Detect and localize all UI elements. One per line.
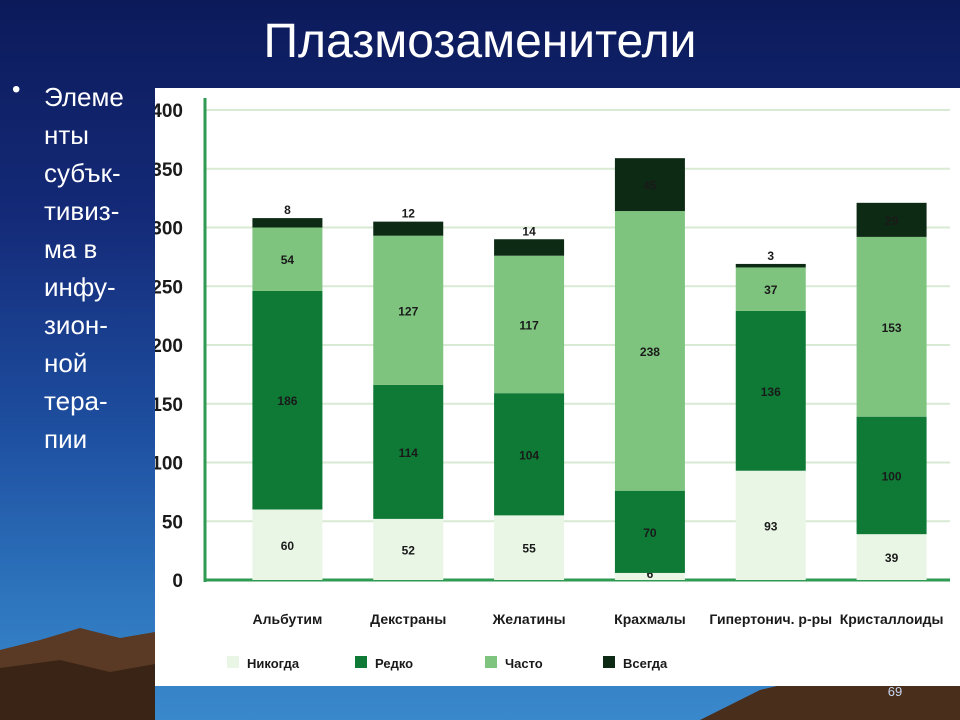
data-label: 93 (764, 519, 778, 533)
bar-segment (494, 239, 565, 256)
data-label: 100 (882, 469, 902, 483)
bar-segment (252, 290, 323, 510)
bar-segment (614, 158, 685, 212)
data-label: 52 (402, 543, 416, 557)
legend-label: Редко (375, 656, 413, 671)
bar-segment (735, 263, 806, 268)
bar-segment (856, 416, 927, 535)
bar-segment (494, 393, 565, 516)
y-tick-label: 250 (155, 277, 183, 298)
bar-segment (735, 310, 806, 471)
bar-segment (614, 490, 685, 573)
data-label: 186 (277, 394, 297, 408)
bar-segment (494, 515, 565, 580)
legend-swatch (485, 656, 497, 668)
legend-label: Всегда (623, 656, 668, 671)
y-tick-label: 200 (155, 336, 183, 357)
data-label: 104 (519, 448, 539, 462)
bar-segment (494, 255, 565, 394)
category-label: Кристаллоиды (840, 611, 944, 627)
data-label: 117 (519, 318, 539, 332)
bar-segment (373, 518, 444, 580)
y-tick-label: 350 (155, 160, 183, 181)
bar-segment (373, 221, 444, 236)
stacked-bar-chart: 0 50 100 150 200 250 300 350 400 60 186 54 8 Альбутим… (155, 98, 950, 671)
data-label: 136 (761, 385, 781, 399)
data-label: 45 (643, 179, 657, 193)
slide-title: Плазмозаменители (263, 15, 697, 68)
data-label: 55 (522, 542, 536, 556)
legend-swatch (355, 656, 367, 668)
y-tick-label: 400 (155, 101, 183, 122)
data-label: 153 (882, 321, 902, 335)
data-label: 60 (281, 539, 295, 553)
data-label: 12 (402, 207, 416, 221)
category-label: Декстраны (370, 611, 446, 627)
side-text: Элеме нты субък- тивиз- ма в инфу- зион-… (44, 82, 124, 454)
bar-segment (614, 211, 685, 491)
bar-segment (614, 572, 685, 580)
bar-segment (856, 202, 927, 237)
y-tick-label: 150 (155, 395, 183, 416)
y-tick-label: 300 (155, 219, 183, 240)
y-tick-label: 50 (162, 512, 183, 533)
bar-segment (735, 470, 806, 580)
bar-segment (856, 236, 927, 417)
legend-swatch (227, 656, 239, 668)
page-number: 69 (887, 684, 903, 699)
bar-segment (252, 509, 323, 580)
data-label: 3 (767, 249, 774, 263)
category-label: Альбутим (252, 611, 322, 627)
y-tick-label: 0 (172, 571, 183, 592)
bullet-point: • (12, 76, 21, 103)
bar-segment (373, 235, 444, 385)
data-label: 39 (885, 551, 899, 565)
bar-segment (252, 227, 323, 291)
data-label: 8 (284, 203, 291, 217)
data-label: 14 (522, 224, 536, 238)
data-label: 6 (647, 567, 654, 581)
data-label: 54 (281, 253, 295, 267)
category-label: Желатины (492, 611, 566, 627)
bar-segment (856, 534, 927, 580)
data-label: 70 (643, 526, 657, 540)
legend-label: Часто (505, 656, 543, 671)
legend-swatch (603, 656, 615, 668)
category-label: Крахмалы (614, 611, 685, 627)
y-tick-label: 100 (155, 454, 183, 475)
legend-label: Никогда (247, 656, 300, 671)
data-label: 238 (640, 345, 660, 359)
bar-segment (252, 218, 323, 228)
bar-segment (735, 267, 806, 311)
data-label: 114 (399, 446, 419, 460)
chart-panel: 0 50 100 150 200 250 300 350 400 60 186 54 8 Альбутим… (155, 88, 960, 686)
data-label: 37 (764, 283, 778, 297)
bar-segment (373, 384, 444, 519)
data-label: 29 (885, 214, 899, 228)
category-label: Гипертонич. р-ры (709, 611, 832, 627)
data-label: 127 (398, 304, 418, 318)
